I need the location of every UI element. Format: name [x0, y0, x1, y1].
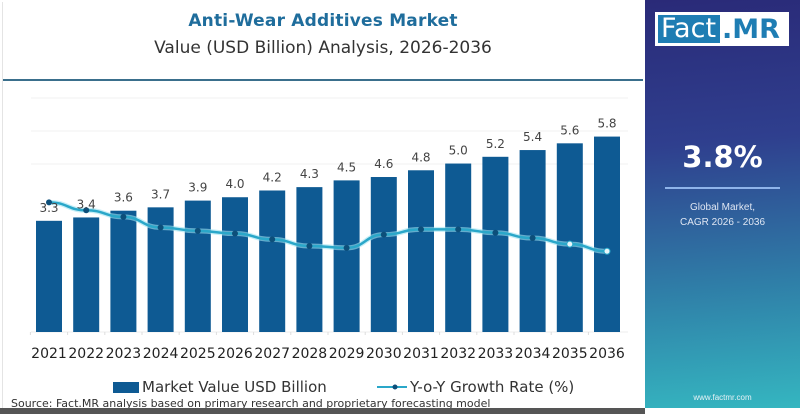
bar-value-label: 5.2: [486, 137, 505, 151]
growth-line: [48, 201, 608, 253]
x-tick-label: 2025: [180, 346, 216, 362]
x-tick-label: 2032: [440, 346, 476, 362]
bar-value-label: 4.3: [300, 167, 319, 181]
bar-value-label: 5.8: [597, 117, 616, 131]
bar: [445, 163, 472, 332]
x-tick-label: 2021: [31, 346, 67, 362]
bar-value-label: 4.8: [411, 150, 430, 164]
legend-item-market-value: Market Value USD Billion: [113, 378, 327, 396]
bar-value-label: 5.6: [560, 123, 579, 137]
bar: [370, 177, 397, 332]
x-tick-label: 2026: [217, 346, 253, 362]
bar-value-label: 4.6: [374, 157, 393, 171]
x-tick-label: 2029: [329, 346, 365, 362]
bar: [333, 180, 360, 332]
factmr-logo: Fact .MR: [655, 12, 789, 46]
bottom-border: [0, 408, 645, 414]
growth-point: [269, 236, 276, 243]
sidebar-panel: Fact .MR 3.8% Global Market, CAGR 2026 -…: [645, 0, 800, 408]
bar: [222, 197, 248, 332]
website-url: www.factmr.com: [693, 393, 752, 402]
growth-point: [46, 199, 52, 206]
x-tick-label: 2034: [515, 346, 551, 362]
logo-mr-text: .MR: [722, 13, 780, 45]
bar: [110, 210, 137, 332]
growth-point: [306, 242, 313, 249]
growth-point: [492, 229, 499, 236]
chart-title: Anti-Wear Additives Market: [188, 11, 458, 31]
x-tick-label: 2027: [254, 346, 290, 362]
title-divider: [3, 79, 643, 81]
bar: [36, 220, 62, 332]
bar-value-label: 5.0: [449, 144, 468, 158]
x-tick-label: 2024: [143, 346, 179, 362]
chart-panel: Anti-Wear Additives Market Value (USD Bi…: [2, 2, 643, 410]
cagr-label-line1: Global Market,: [689, 202, 756, 213]
legend-label-market-value: Market Value USD Billion: [142, 378, 327, 396]
x-tick-label: 2028: [292, 346, 328, 362]
legend-bar-swatch: [113, 381, 139, 393]
bar: [73, 217, 100, 332]
bar-value-label: 3.4: [77, 197, 96, 211]
bar-value-label: 4.0: [225, 177, 244, 191]
bar-line-chart: 3.3 3.4 3.6 3.7 3.9 4.0 4.2 4.3 4.5 4.6 4.8 5.0 5.2 5…: [29, 97, 628, 362]
x-tick-label: 2031: [403, 346, 439, 362]
cagr-label-line2: CAGR 2026 - 2036: [679, 217, 766, 228]
bar: [556, 143, 583, 332]
bar-value-label: 3.9: [188, 181, 207, 195]
cagr-divider: [665, 187, 780, 189]
growth-point: [157, 224, 164, 231]
x-tick-label: 2022: [68, 346, 104, 362]
x-tick-label: 2036: [589, 346, 625, 362]
x-tick-label: 2030: [366, 346, 402, 362]
cagr-value: 3.8%: [682, 140, 763, 174]
bar: [594, 136, 620, 332]
chart-subtitle: Value (USD Billion) Analysis, 2026-2036: [154, 38, 492, 58]
growth-point: [120, 213, 127, 220]
growth-point: [232, 230, 238, 237]
cagr-label: Global Market, CAGR 2026 - 2036: [645, 200, 800, 230]
legend-line-swatch: [377, 384, 407, 390]
growth-point: [194, 227, 201, 234]
growth-point: [418, 226, 424, 233]
growth-point: [380, 231, 387, 238]
x-tick-label: 2033: [478, 346, 514, 362]
source-note: Source: Fact.MR analysis based on primar…: [11, 397, 491, 410]
bar: [408, 170, 434, 332]
bar: [296, 187, 323, 332]
bar-value-label: 5.4: [523, 130, 542, 144]
growth-point: [566, 240, 574, 248]
growth-point: [343, 244, 350, 251]
legend-item-growth-rate: Y-o-Y Growth Rate (%): [377, 378, 574, 396]
legend-label-growth-rate: Y-o-Y Growth Rate (%): [410, 378, 575, 396]
bar-value-label: 4.5: [337, 160, 356, 174]
bar: [482, 156, 509, 332]
growth-point: [83, 207, 90, 214]
growth-point: [603, 247, 611, 255]
bar: [259, 190, 286, 332]
logo-fact-text: Fact: [658, 15, 721, 43]
bar-value-label: 3.3: [39, 201, 58, 215]
x-tick-label: 2035: [552, 346, 588, 362]
growth-point: [455, 226, 462, 233]
bar-value-label: 3.7: [151, 187, 170, 201]
bar-value-label: 4.2: [263, 170, 282, 184]
x-tick-label: 2023: [106, 346, 142, 362]
bar: [184, 200, 211, 332]
bar-value-label: 3.6: [114, 191, 133, 205]
growth-point: [529, 235, 536, 242]
